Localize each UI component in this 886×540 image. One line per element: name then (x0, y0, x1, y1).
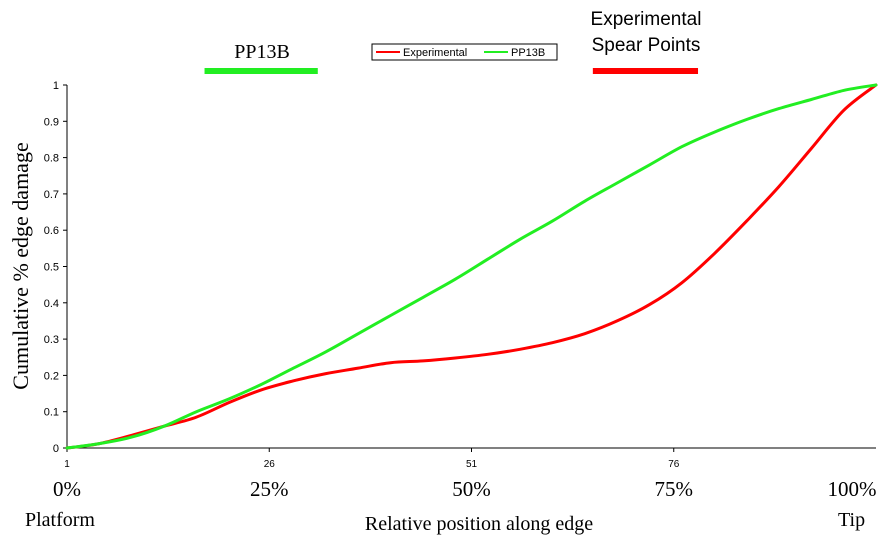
y-tick-label: 0.5 (44, 262, 59, 274)
x-tick-label: 26 (264, 459, 276, 470)
y-tick-label: 0.3 (44, 334, 59, 346)
platform-label: Platform (25, 509, 95, 531)
percent-label: 75% (655, 477, 694, 501)
x-tick-label: 76 (668, 459, 680, 470)
legend-label-pp13b: PP13B (511, 47, 545, 59)
tip-label: Tip (838, 509, 865, 531)
y-tick-label: 1 (53, 80, 59, 92)
x-tick-label: 51 (466, 459, 478, 470)
percent-label: 25% (250, 477, 289, 501)
annotation-experimental-text: Experimental (591, 9, 702, 30)
x-ticks: 1 26 51 76 (64, 448, 680, 470)
series-lines (65, 83, 878, 450)
y-tick-label: 0.8 (44, 153, 59, 165)
annotation-experimental: Experimental Spear Points (591, 9, 702, 74)
y-ticks: 0 0.1 0.2 0.3 0.4 0.5 0.6 0.7 0.8 0.9 1 (44, 80, 67, 455)
y-tick-label: 0.9 (44, 116, 59, 128)
y-tick-label: 0.1 (44, 407, 59, 419)
y-tick-label: 0 (53, 443, 59, 455)
percent-label: 100% (828, 477, 877, 501)
y-axis-label: Cumulative % edge damage (8, 142, 33, 389)
y-tick-label: 0.2 (44, 370, 59, 382)
y-tick-label: 0.4 (44, 298, 59, 310)
x-axis-label: Relative position along edge (365, 513, 593, 535)
y-tick-label: 0.7 (44, 189, 59, 201)
annotation-experimental-text2: Spear Points (592, 35, 701, 56)
percent-labels: 0% 25% 50% 75% 100% (53, 477, 877, 501)
percent-label: 50% (452, 477, 491, 501)
y-tick-label: 0.6 (44, 225, 59, 237)
percent-label: 0% (53, 477, 81, 501)
annotation-pp13b: PP13B (204, 41, 318, 74)
legend: Experimental PP13B (371, 43, 558, 61)
legend-label-experimental: Experimental (403, 47, 467, 59)
legend-box (371, 43, 558, 61)
annotation-pp13b-text: PP13B (234, 41, 290, 63)
series-line-pp13b (65, 83, 878, 450)
x-tick-label: 1 (64, 459, 70, 470)
series-line-experimental (65, 83, 878, 450)
